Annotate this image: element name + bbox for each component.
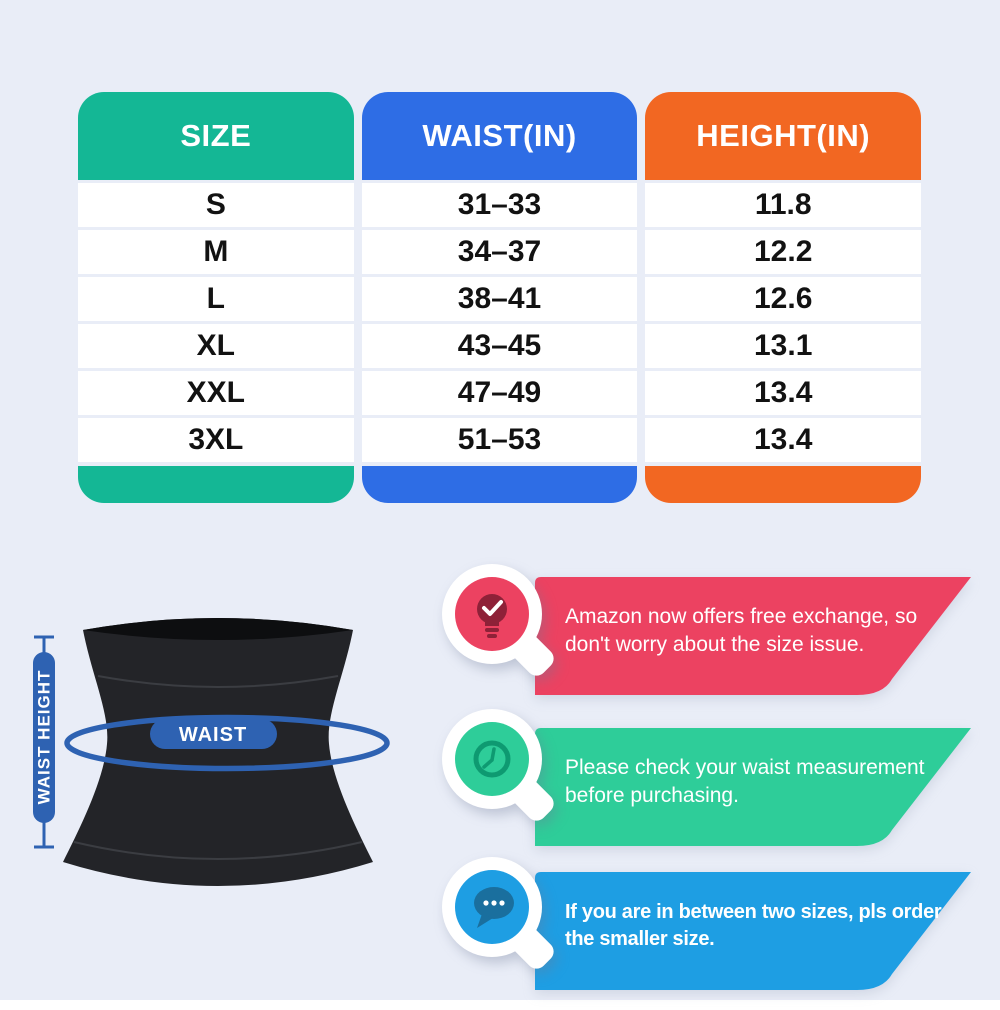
waist-label: WAIST [179, 724, 247, 746]
table-cell: M [78, 230, 354, 274]
size-chart-column-height: HEIGHT(IN) 11.8 12.2 12.6 13.1 13.4 13.4 [645, 92, 922, 503]
table-cell: 47–49 [361, 371, 638, 415]
column-header-height: HEIGHT(IN) [645, 92, 922, 180]
lightbulb-check-icon [477, 594, 507, 638]
note-check-measurement: Please check your waist measurement befo… [440, 707, 1000, 862]
table-cell: XXL [78, 371, 354, 415]
waist-trainer-garment [63, 618, 373, 886]
note-free-exchange: Amazon now offers free exchange, so don'… [440, 562, 1000, 717]
waist-height-pill [33, 652, 55, 823]
table-cell: 38–41 [361, 277, 638, 321]
column-header-size: SIZE [78, 92, 354, 180]
garment-rim [83, 618, 353, 640]
note-badge [442, 857, 554, 969]
waist-measure-ellipse [64, 714, 390, 772]
column-footer-height [645, 466, 922, 503]
table-cell: 3XL [78, 418, 354, 462]
waist-trainer-diagram: WAIST HEIGHT WAIST [33, 618, 390, 886]
column-body: 31–33 34–37 38–41 43–45 47–49 51–53 [361, 183, 638, 462]
table-cell: L [78, 277, 354, 321]
garment-seams [73, 675, 363, 860]
note-banner [535, 728, 971, 846]
table-cell: 43–45 [361, 324, 638, 368]
banner-ribbon [535, 872, 971, 990]
note-banner [535, 872, 971, 990]
size-chart-table: SIZE S M L XL XXL 3XL WAIST(IN) 31–33 34… [78, 92, 922, 503]
column-header-waist: WAIST(IN) [361, 92, 638, 180]
table-cell: S [78, 183, 354, 227]
note-between-sizes: If you are in between two sizes, pls ord… [440, 855, 1000, 1010]
table-cell: 13.1 [645, 324, 922, 368]
column-footer-waist [361, 466, 638, 503]
note-text: If you are in between two sizes, pls ord… [565, 901, 942, 950]
note-text: Please check your waist measurement befo… [565, 756, 925, 807]
size-chart-column-waist: WAIST(IN) 31–33 34–37 38–41 43–45 47–49 … [361, 92, 638, 503]
chat-dots-icon [474, 887, 514, 928]
table-cell: 11.8 [645, 183, 922, 227]
note-badge [442, 564, 554, 676]
column-footer-size [78, 466, 354, 503]
table-cell: 13.4 [645, 418, 922, 462]
size-chart-column-size: SIZE S M L XL XXL 3XL [78, 92, 354, 503]
column-body: 11.8 12.2 12.6 13.1 13.4 13.4 [645, 183, 922, 462]
banner-ribbon [535, 728, 971, 846]
waist-label-pill [150, 719, 277, 749]
table-cell: XL [78, 324, 354, 368]
table-cell: 12.6 [645, 277, 922, 321]
note-banner [535, 577, 971, 695]
table-cell: 31–33 [361, 183, 638, 227]
table-cell: 12.2 [645, 230, 922, 274]
banner-ribbon [535, 577, 971, 695]
table-cell: 51–53 [361, 418, 638, 462]
note-badge [442, 709, 554, 821]
note-text: Amazon now offers free exchange, so don'… [565, 605, 918, 656]
table-cell: 13.4 [645, 371, 922, 415]
column-body: S M L XL XXL 3XL [78, 183, 354, 462]
clock-icon [473, 740, 511, 778]
table-cell: 34–37 [361, 230, 638, 274]
waist-height-label: WAIST HEIGHT [35, 670, 54, 805]
